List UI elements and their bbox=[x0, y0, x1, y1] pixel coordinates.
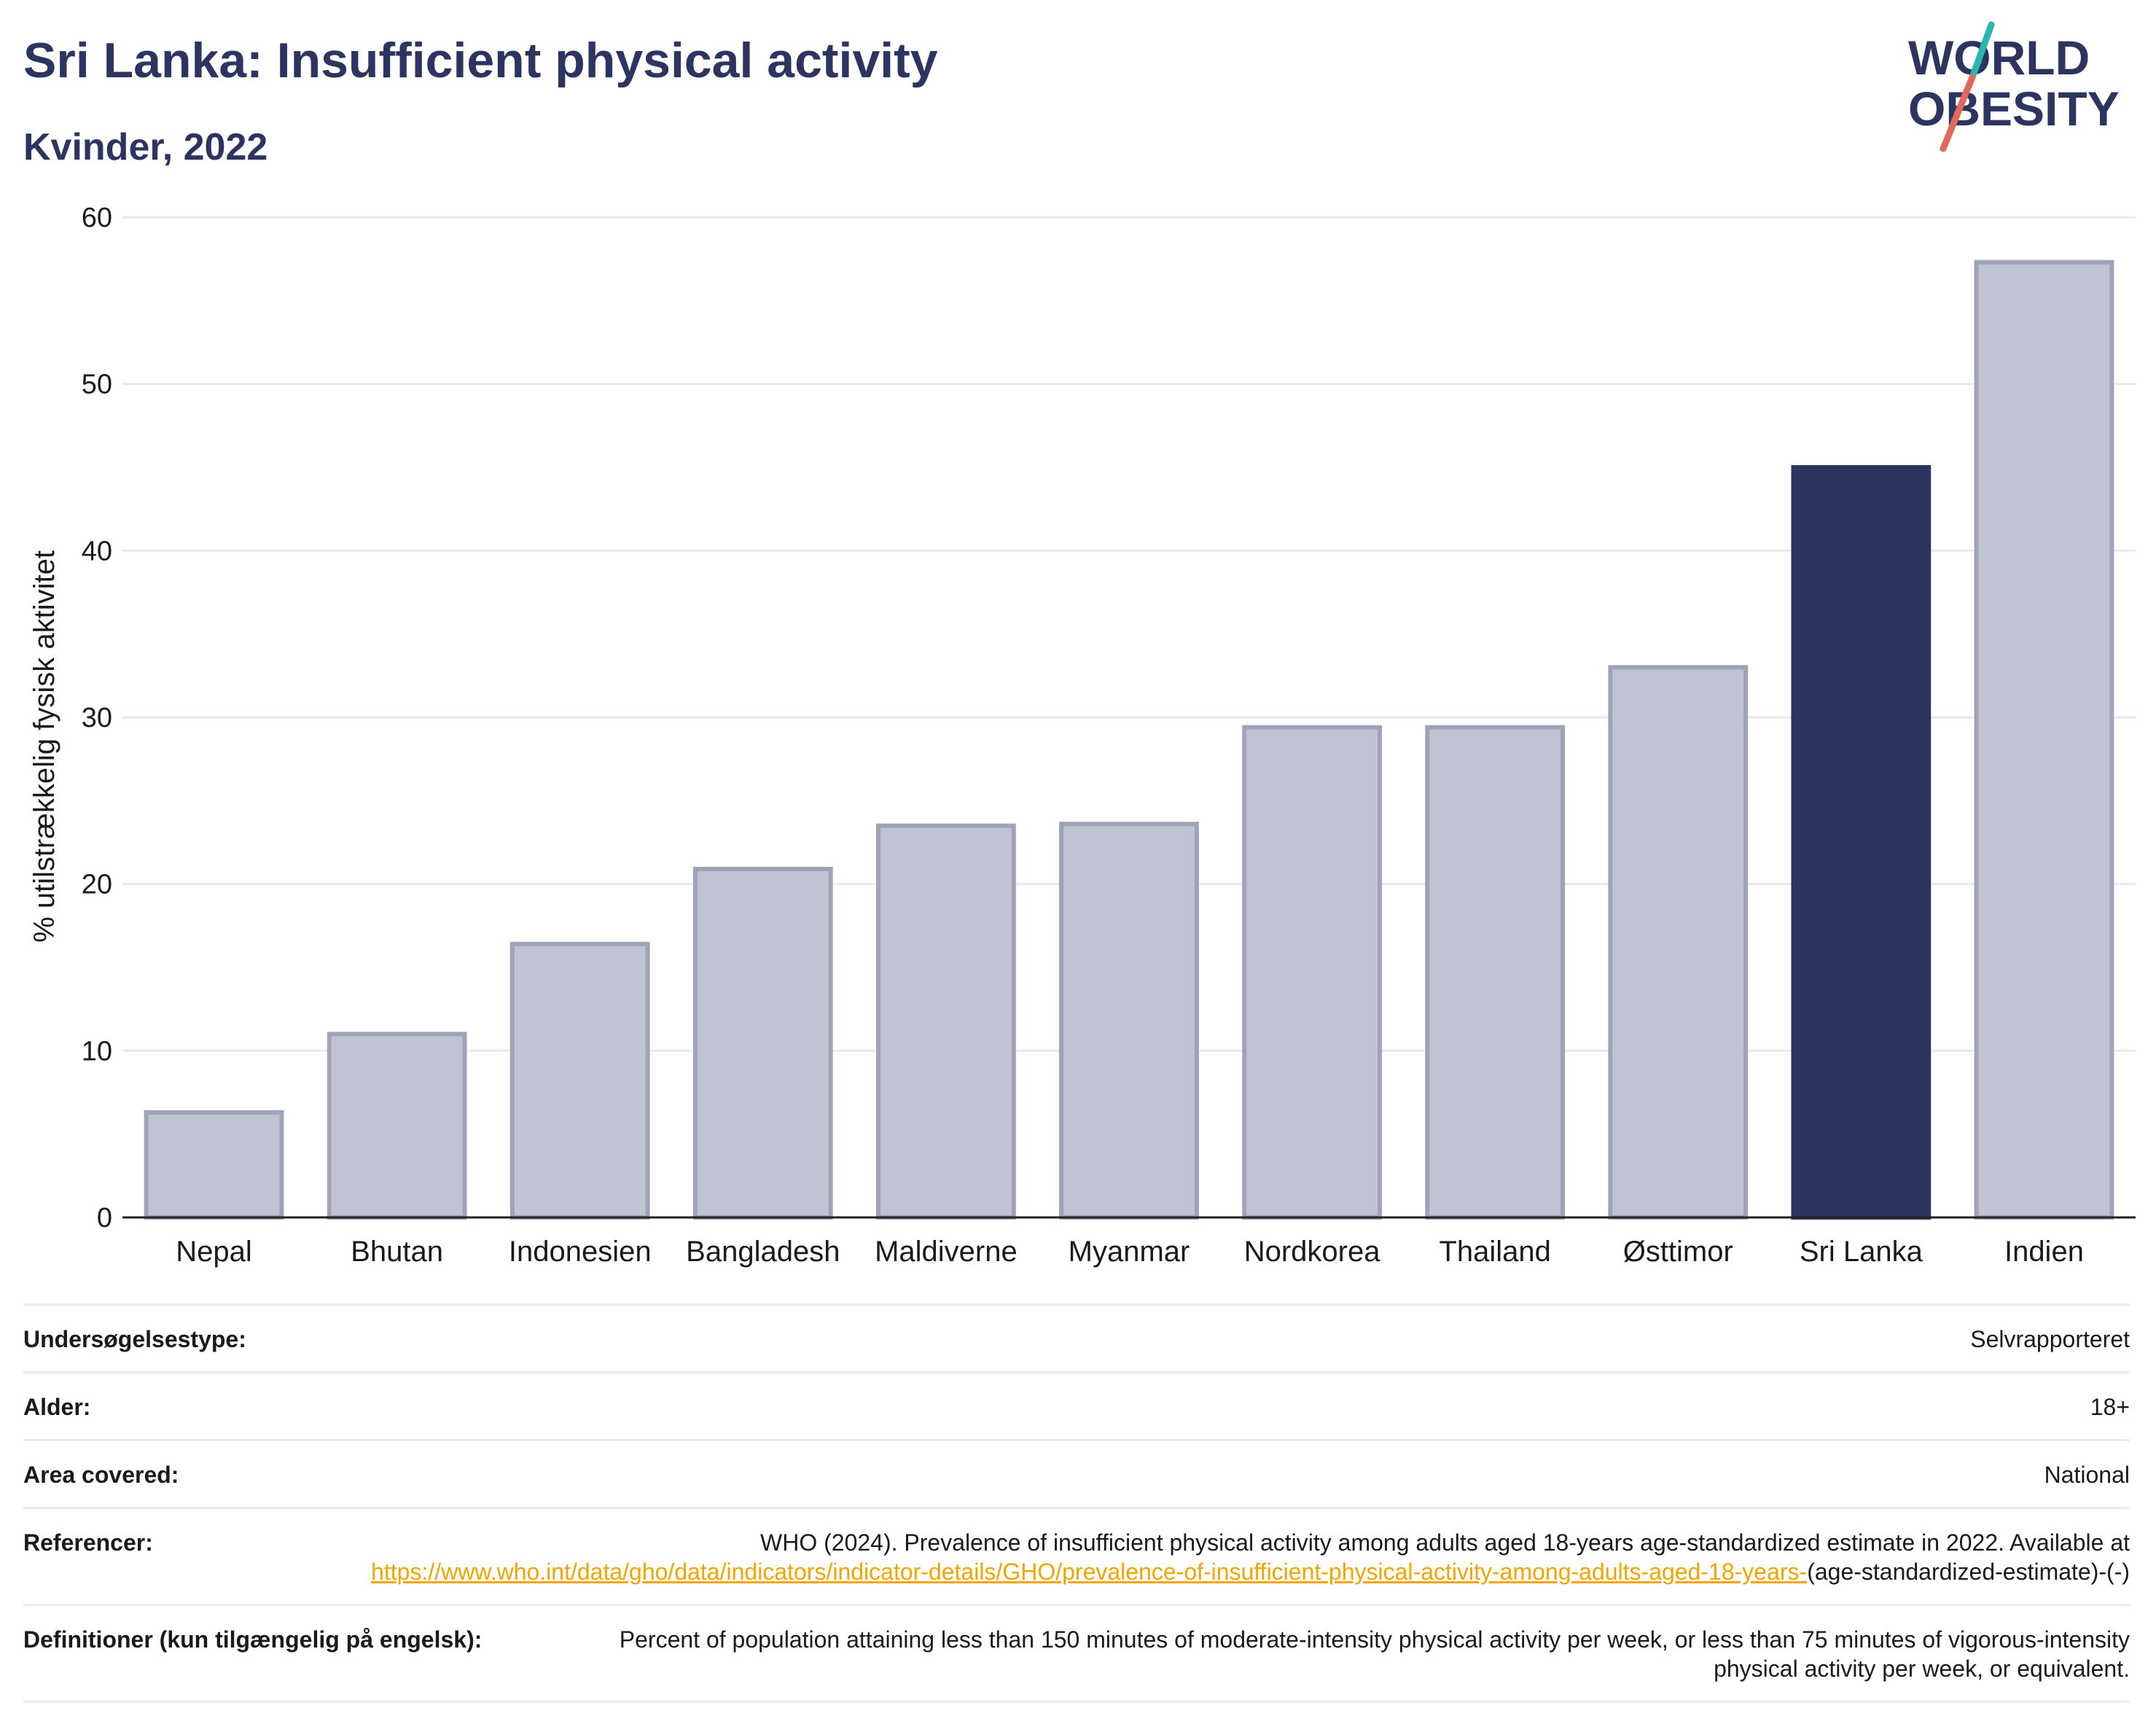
x-tick-label: Thailand bbox=[1439, 1236, 1550, 1268]
x-tick-label: Nepal bbox=[176, 1236, 252, 1268]
meta-value: 18+ bbox=[2090, 1394, 2130, 1420]
logo-slash-teal bbox=[1969, 21, 1995, 81]
logo-slash-coral bbox=[1940, 74, 1976, 152]
y-tick-label: 0 bbox=[97, 1203, 112, 1233]
logo-line1: WORLD bbox=[1908, 31, 2090, 85]
bar-myanmar bbox=[1059, 822, 1199, 1220]
chart-subtitle: Kvinder, 2022 bbox=[23, 126, 268, 168]
bar-indonesien bbox=[509, 941, 650, 1220]
meta-value: Selvrapporteret bbox=[1970, 1326, 2130, 1352]
bar-chart: 0 10 20 30 40 50 60 Nepal Bhutan Indonesien Bangl… bbox=[28, 203, 2136, 1268]
meta-label: Alder: bbox=[23, 1394, 91, 1420]
bars bbox=[144, 260, 2114, 1220]
bar-bhutan bbox=[327, 1032, 467, 1220]
y-tick-label: 20 bbox=[82, 870, 112, 900]
y-tick-label: 30 bbox=[82, 703, 112, 733]
x-tick-label: Østtimor bbox=[1623, 1236, 1733, 1268]
y-axis-label: % utilstrækkelig fysisk aktivitet bbox=[28, 550, 60, 943]
reference-text: WHO (2024). Prevalence of insufficient p… bbox=[760, 1529, 2130, 1556]
x-tick-label: Bangladesh bbox=[686, 1236, 840, 1268]
meta-row-definitions: Definitioner (kun tilgængelig på engelsk… bbox=[23, 1604, 2130, 1703]
meta-row-references: Referencer: WHO (2024). Prevalence of in… bbox=[23, 1507, 2130, 1604]
bar-maldiverne bbox=[876, 823, 1016, 1220]
logo-line2: OBESITY bbox=[1908, 82, 2120, 136]
meta-value: Percent of population attaining less tha… bbox=[619, 1626, 2130, 1682]
y-tick-label: 60 bbox=[82, 203, 112, 233]
bar-østtimor bbox=[1608, 665, 1749, 1220]
y-tick-labels: 0 10 20 30 40 50 60 bbox=[82, 203, 112, 1233]
meta-row-survey-type: Undersøgelsestype: Selvrapporteret bbox=[23, 1303, 2130, 1371]
x-tick-label: Indien bbox=[2004, 1236, 2084, 1268]
meta-label: Definitioner (kun tilgængelig på engelsk… bbox=[23, 1626, 483, 1653]
x-tick-label: Bhutan bbox=[351, 1236, 443, 1268]
bar-thailand bbox=[1425, 725, 1566, 1220]
y-tick-label: 50 bbox=[82, 370, 112, 400]
bar-bangladesh bbox=[692, 867, 833, 1220]
meta-row-area: Area covered: National bbox=[23, 1439, 2130, 1507]
x-tick-label: Indonesien bbox=[509, 1236, 652, 1268]
y-tick-label: 10 bbox=[82, 1036, 112, 1067]
meta-value: National bbox=[2044, 1462, 2130, 1488]
world-obesity-logo: WORLD OBESITY bbox=[1908, 21, 2120, 152]
bar-sri-lanka bbox=[1791, 465, 1932, 1220]
meta-value: WHO (2024). Prevalence of insufficient p… bbox=[211, 1528, 2130, 1586]
meta-label: Referencer: bbox=[23, 1529, 153, 1556]
meta-label: Area covered: bbox=[23, 1462, 179, 1488]
reference-link[interactable]: https://www.who.int/data/gho/data/indica… bbox=[371, 1559, 1808, 1585]
bar-nordkorea bbox=[1242, 725, 1382, 1220]
x-tick-label: Myanmar bbox=[1069, 1236, 1190, 1268]
y-tick-label: 40 bbox=[82, 536, 112, 566]
x-tick-label: Nordkorea bbox=[1244, 1236, 1381, 1268]
meta-row-age: Alder: 18+ bbox=[23, 1371, 2130, 1439]
x-tick-label: Sri Lanka bbox=[1800, 1236, 1923, 1268]
chart-title: Sri Lanka: Insufficient physical activit… bbox=[23, 33, 938, 88]
x-tick-label: Maldiverne bbox=[875, 1236, 1018, 1268]
bar-indien bbox=[1974, 260, 2114, 1220]
reference-suffix: (age-standardized-estimate)-(-) bbox=[1807, 1559, 2130, 1585]
meta-label: Undersøgelsestype: bbox=[23, 1326, 246, 1352]
metadata-table: Undersøgelsestype: Selvrapporteret Alder… bbox=[23, 1303, 2130, 1703]
x-tick-labels: Nepal Bhutan Indonesien Bangladesh Maldivern… bbox=[176, 1236, 2084, 1268]
bar-nepal bbox=[144, 1110, 284, 1220]
